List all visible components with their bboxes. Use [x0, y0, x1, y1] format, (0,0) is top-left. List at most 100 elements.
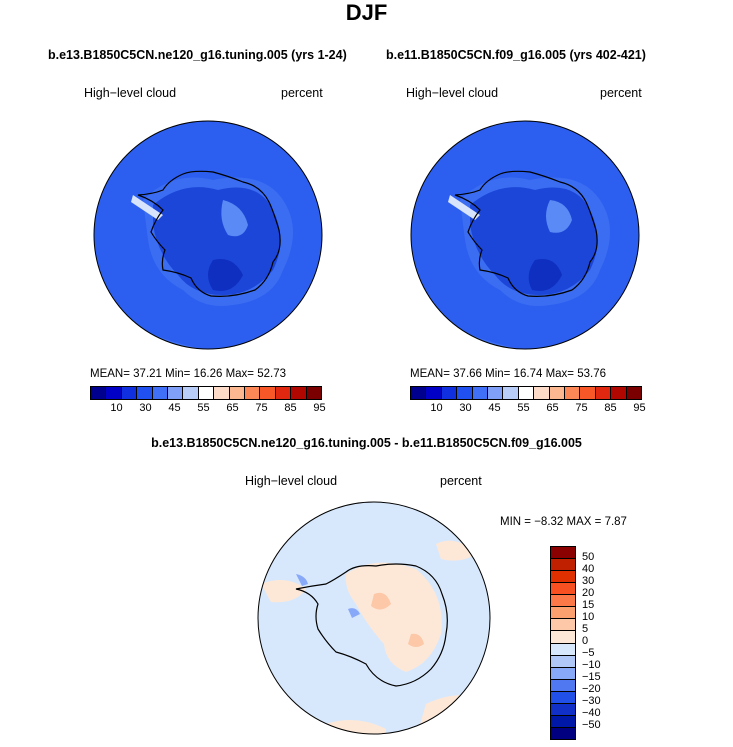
- panel1-mean-value: 37.21: [133, 368, 162, 380]
- panel2-colorbar-tick-label: 45: [488, 402, 501, 414]
- panel2-colorbar-tick-label: 75: [575, 402, 588, 414]
- diff-colorbar-tick-label: −20: [582, 683, 601, 695]
- panel1-colorbar-swatch: [137, 387, 153, 399]
- panel2-colorbar-tick-label: 30: [459, 402, 472, 414]
- diff-colorbar-labels: 50 40 30 20 15 10 5 0 −5 −10 −15 −20 −30 −40 −50: [582, 546, 622, 738]
- panel2-colorbar-swatch: [503, 387, 519, 399]
- panel2-max-label: Max=: [545, 368, 575, 380]
- diff-colorbar-tick-label: 5: [582, 623, 589, 635]
- panel1-colorbar-swatch: [275, 387, 292, 399]
- panel2-colorbar-swatch: [411, 387, 427, 399]
- panel2-min-label: Min=: [485, 368, 511, 380]
- panel1-colorbar-tick-label: 95: [313, 402, 326, 414]
- panel1-case-title: b.e13.B1850C5CN.ne120_g16.tuning.005 (yr…: [48, 48, 347, 62]
- diff-max-value: 7.87: [604, 516, 627, 528]
- panel1-colorbar-swatch: [106, 387, 122, 399]
- panel2-units-label: percent: [600, 86, 642, 100]
- panel1-colorbar-swatch: [152, 387, 169, 399]
- panel2-colorbar-labels: 10 30 45 55 65 75 85 95: [410, 402, 654, 414]
- diff-colorbar-swatch: [551, 715, 575, 728]
- diff-variable-label: High−level cloud: [245, 474, 338, 488]
- panel1-colorbar: [90, 386, 322, 400]
- panel1-colorbar-tick-label: 45: [168, 402, 181, 414]
- panel1-colorbar-labels: 10 30 45 55 65 75 85 95: [90, 402, 334, 414]
- panel2-max-value: 53.76: [577, 368, 607, 380]
- panel1-max-label: Max=: [225, 368, 255, 380]
- diff-colorbar-tick-label: −5: [582, 647, 595, 659]
- diff-colorbar-tick-label: −10: [582, 659, 601, 671]
- panel2-colorbar-swatch: [595, 387, 612, 399]
- diff-colorbar-tick-label: 0: [582, 635, 589, 647]
- diff-colorbar-swatch: [551, 583, 575, 596]
- panel1-units-label: percent: [281, 86, 323, 100]
- panel1-colorbar-swatch: [214, 387, 230, 399]
- diff-colorbar-swatch: [551, 667, 575, 680]
- panel2-colorbar-swatch: [626, 387, 642, 399]
- diff-colorbar-tick-label: −30: [582, 695, 601, 707]
- panel2-case-title: b.e11.B1850C5CN.f09_g16.005 (yrs 402-421…: [386, 48, 646, 62]
- panel2-colorbar-swatch: [580, 387, 596, 399]
- panel1-colorbar-swatch: [183, 387, 199, 399]
- panel2-colorbar-tick-label: 55: [517, 402, 530, 414]
- diff-colorbar-swatch: [551, 643, 575, 656]
- panel1-colorbar-swatch: [168, 387, 184, 399]
- panel2-colorbar-swatch: [518, 387, 535, 399]
- panel1-colorbar-tick-label: 65: [226, 402, 239, 414]
- panel1-colorbar-tick-label: 85: [284, 402, 297, 414]
- diff-colorbar-swatch: [551, 571, 575, 584]
- panel2-colorbar-tick-label: 10: [430, 402, 443, 414]
- panel2-colorbar-swatch: [549, 387, 566, 399]
- panel1-colorbar-swatch: [245, 387, 261, 399]
- diff-colorbar-tick-label: −50: [582, 719, 601, 731]
- figure-season-title: DJF: [345, 0, 388, 25]
- panel2-mean-label: MEAN=: [410, 368, 450, 380]
- diff-colorbar-swatch: [551, 631, 575, 644]
- diff-colorbar-tick-label: 40: [582, 563, 595, 575]
- panel2-colorbar-swatch: [472, 387, 489, 399]
- diff-colorbar-swatch: [551, 559, 575, 572]
- panel1-mean-label: MEAN=: [90, 368, 130, 380]
- diff-antarctica-map: [257, 501, 491, 735]
- panel2-colorbar-swatch: [488, 387, 504, 399]
- diff-colorbar-swatch: [551, 595, 575, 608]
- panel1-antarctica-map: [93, 120, 323, 350]
- diff-colorbar-tick-label: 30: [582, 575, 595, 587]
- panel2-colorbar-swatch: [534, 387, 550, 399]
- diff-case-title: b.e13.B1850C5CN.ne120_g16.tuning.005 - b…: [151, 436, 582, 450]
- panel1-colorbar-tick-label: 55: [197, 402, 210, 414]
- diff-colorbar-swatch: [551, 691, 575, 704]
- panel1-colorbar-swatch: [260, 387, 276, 399]
- diff-colorbar-tick-label: 20: [582, 587, 595, 599]
- panel2-mean-value: 37.66: [453, 368, 482, 380]
- diff-colorbar-tick-label: −15: [582, 671, 601, 683]
- panel1-min-value: 16.26: [193, 368, 223, 380]
- panel1-colorbar-swatch: [121, 387, 138, 399]
- diff-colorbar-tick-label: 15: [582, 599, 595, 611]
- panel2-colorbar-swatch: [426, 387, 442, 399]
- diff-min-value: −8.32: [534, 516, 564, 528]
- panel1-max-value: 52.73: [257, 368, 287, 380]
- panel2-colorbar-tick-label: 85: [604, 402, 617, 414]
- panel2-colorbar-swatch: [611, 387, 627, 399]
- diff-min-label: MIN =: [500, 516, 531, 528]
- panel1-colorbar-swatch: [291, 387, 307, 399]
- panel2-colorbar-swatch: [457, 387, 473, 399]
- diff-colorbar-tick-label: 10: [582, 611, 595, 623]
- panel1-stats: MEAN= 37.21 Min= 16.26 Max= 52.73: [90, 368, 286, 380]
- diff-stats: MIN = −8.32 MAX = 7.87: [500, 516, 627, 528]
- panel2-min-value: 16.74: [513, 368, 543, 380]
- panel1-colorbar-tick-label: 30: [139, 402, 152, 414]
- panel2-colorbar-swatch: [565, 387, 581, 399]
- diff-colorbar-swatch: [551, 703, 575, 716]
- diff-colorbar-swatch: [551, 619, 575, 632]
- diff-colorbar-tick-label: −40: [582, 707, 601, 719]
- diff-colorbar: [550, 546, 576, 740]
- panel1-min-label: Min=: [165, 368, 191, 380]
- panel1-colorbar-swatch: [229, 387, 246, 399]
- panel2-colorbar-tick-label: 65: [546, 402, 559, 414]
- panel2-stats: MEAN= 37.66 Min= 16.74 Max= 53.76: [410, 368, 606, 380]
- panel2-variable-label: High−level cloud: [406, 86, 499, 100]
- panel2-colorbar-swatch: [441, 387, 458, 399]
- diff-colorbar-swatch: [551, 547, 575, 560]
- panel1-colorbar-swatch: [91, 387, 107, 399]
